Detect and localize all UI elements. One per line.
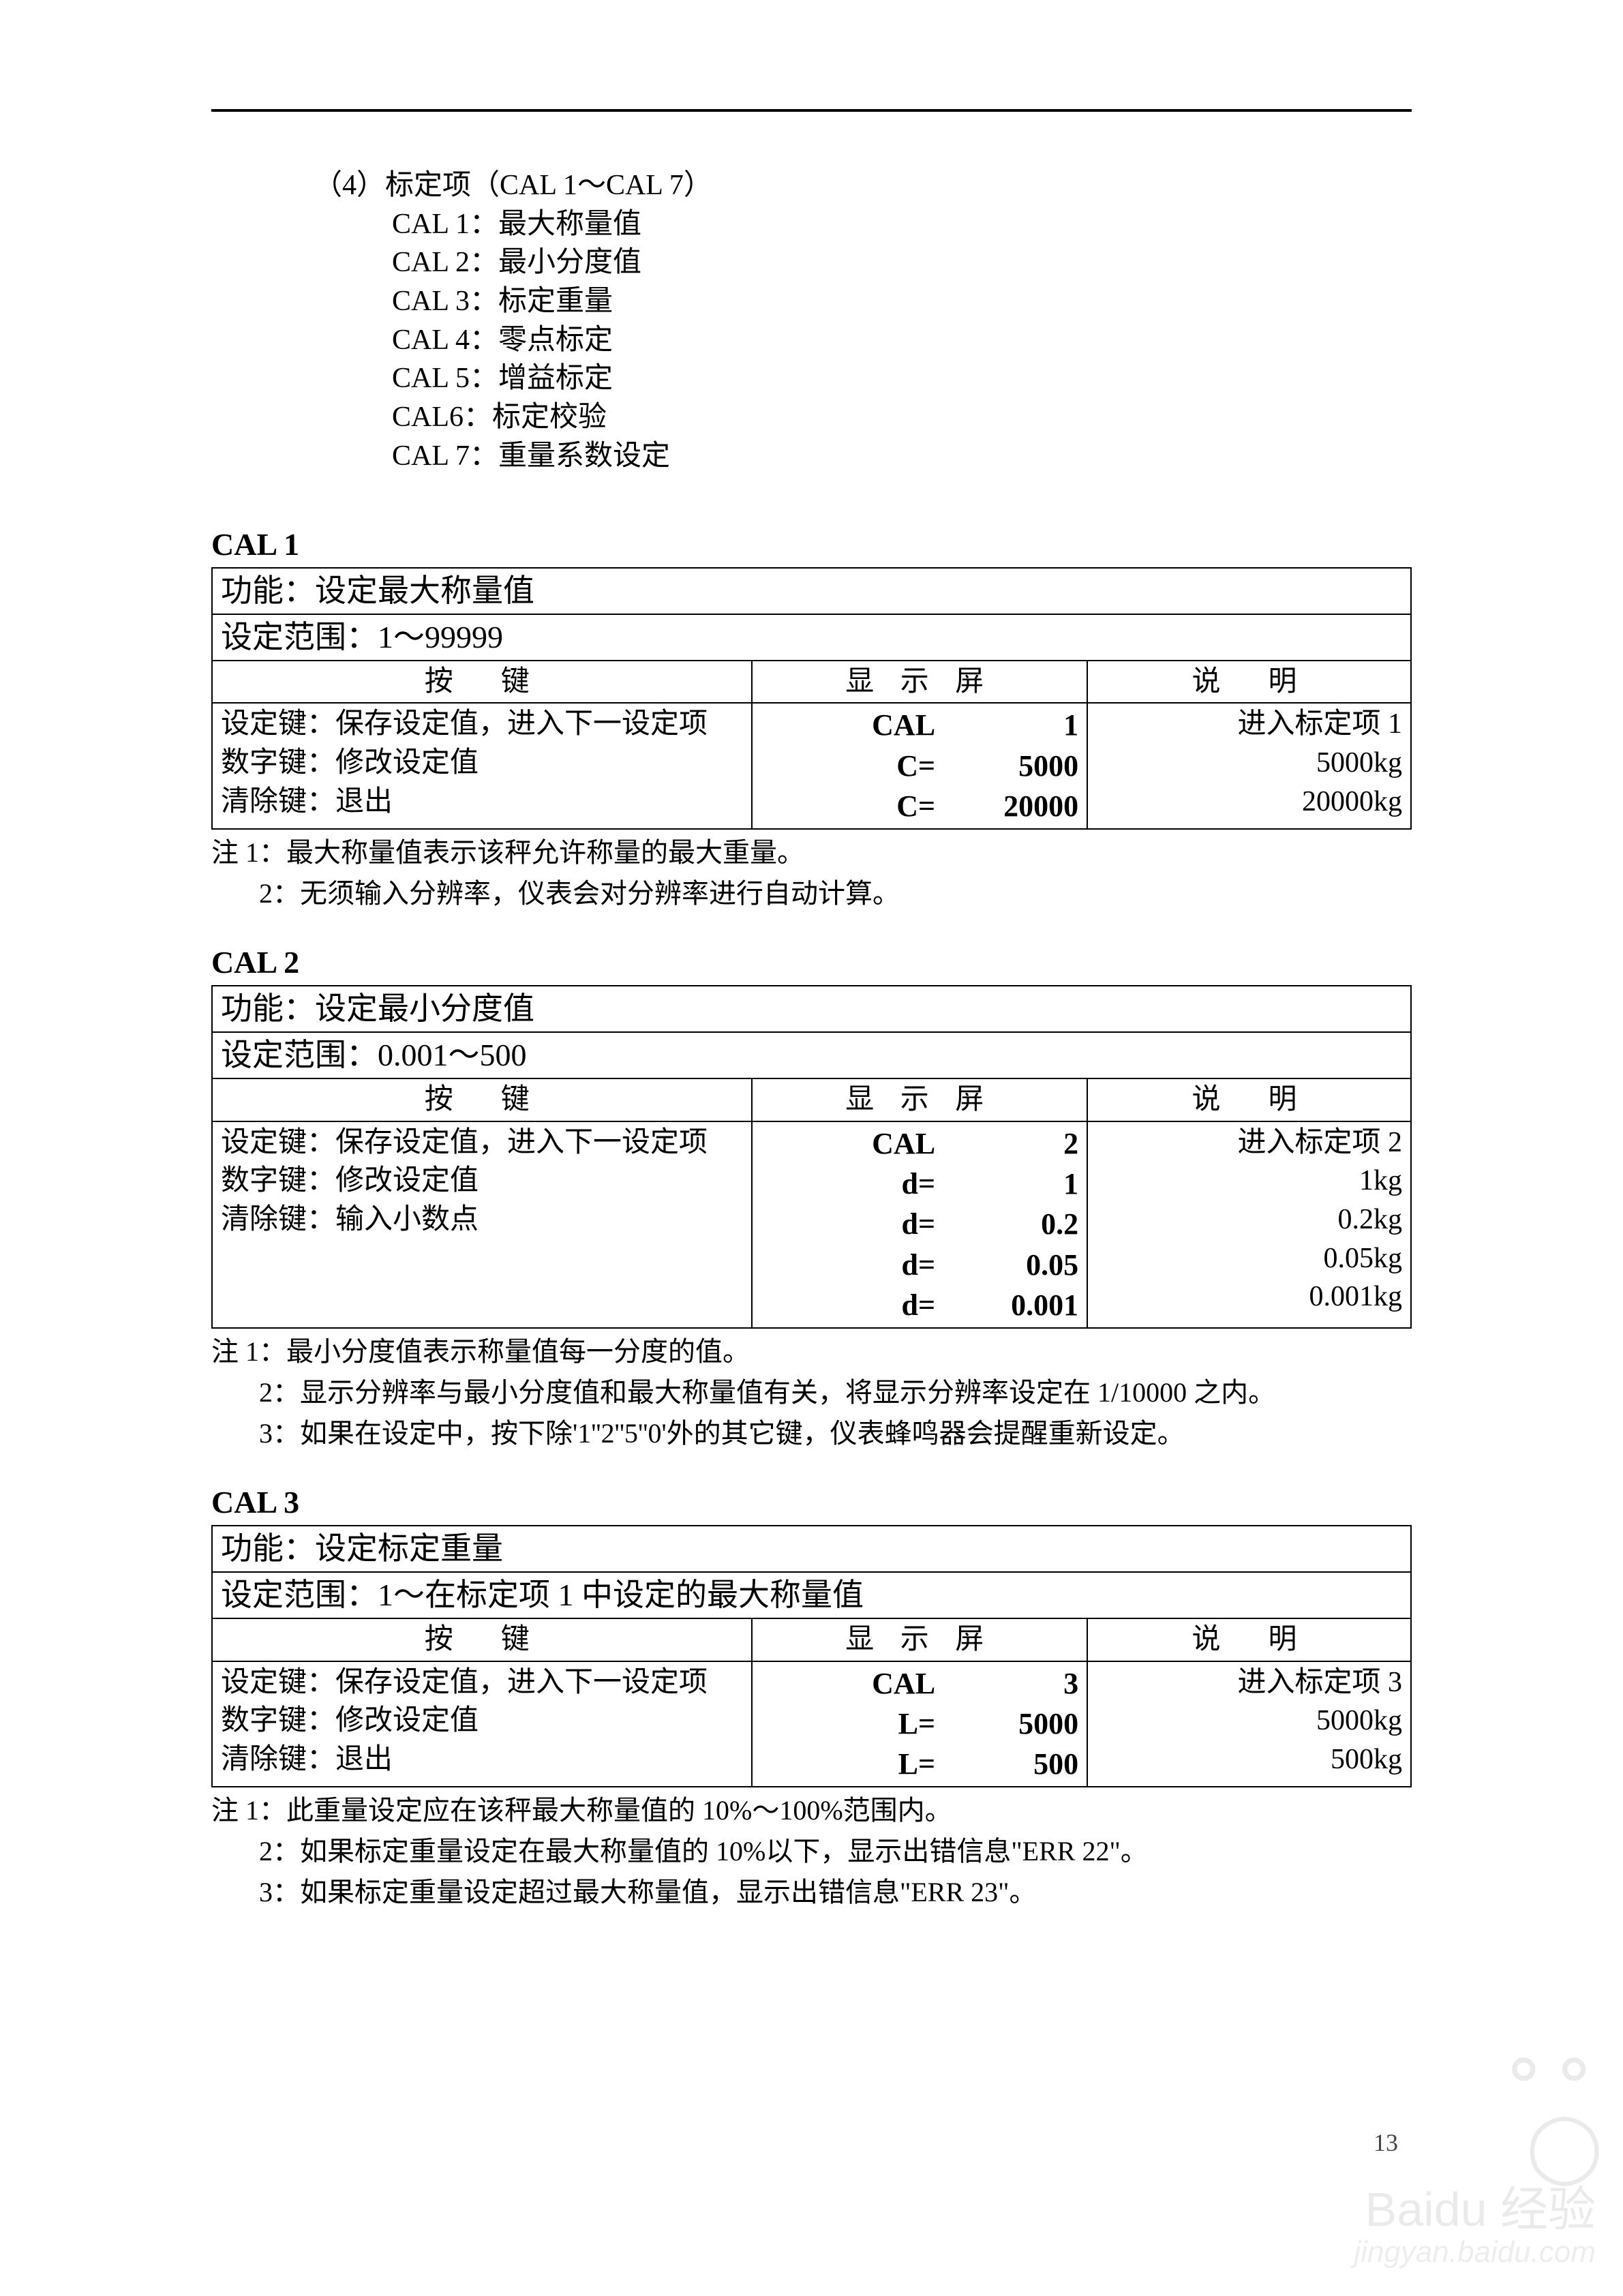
- col-header-display: 显 示 屏: [752, 1078, 1088, 1121]
- watermark-icon: ⚬⚬◯: [1354, 2034, 1596, 2184]
- intro-item: CAL6：标定校验: [392, 398, 1412, 437]
- cal2-notes: 注 1：最小分度值表示称量值每一分度的值。 2：显示分辨率与最小分度值和最大称量…: [211, 1331, 1412, 1454]
- cal1-display: CAL1 C=5000 C=20000: [752, 703, 1088, 828]
- cal2-desc: 进入标定项 2 1kg 0.2kg 0.05kg 0.001kg: [1087, 1121, 1411, 1328]
- disp-r: 5000: [956, 746, 1078, 786]
- disp-r: 3: [956, 1663, 1078, 1704]
- cal2-display: CAL2 d=1 d=0.2 d=0.05 d=0.001: [752, 1121, 1088, 1328]
- disp-l: CAL: [847, 705, 956, 745]
- col-header-display: 显 示 屏: [752, 1618, 1088, 1661]
- col-header-key: 按 键: [212, 661, 752, 704]
- disp-l: CAL: [847, 1123, 956, 1164]
- cal1-func: 功能：设定最大称量值: [212, 568, 1411, 614]
- cal2-keys: 设定键：保存设定值，进入下一设定项 数字键：修改设定值 清除键：输入小数点: [212, 1121, 752, 1328]
- cal1-title: CAL 1: [211, 524, 1412, 566]
- cal3-notes: 注 1：此重量设定应在该秤最大称量值的 10%～100%范围内。 2：如果标定重…: [211, 1790, 1412, 1913]
- desc-line: 5000kg: [1096, 744, 1402, 783]
- desc-line: 1kg: [1096, 1162, 1402, 1200]
- disp-r: 0.001: [956, 1285, 1078, 1325]
- desc-line: 0.001kg: [1096, 1278, 1402, 1316]
- top-rule: [211, 109, 1412, 112]
- col-header-desc: 说 明: [1087, 1078, 1411, 1121]
- disp-r: 20000: [956, 786, 1078, 826]
- disp-l: C=: [847, 746, 956, 786]
- note-line: 注 1：最小分度值表示称量值每一分度的值。: [211, 1331, 1412, 1372]
- col-header-key: 按 键: [212, 1618, 752, 1661]
- watermark: ⚬⚬◯ Baidu 经验 jingyan.baidu.com: [1354, 2034, 1596, 2269]
- intro-list: CAL 1：最大称量值 CAL 2：最小分度值 CAL 3：标定重量 CAL 4…: [392, 205, 1412, 476]
- disp-l: d=: [847, 1204, 956, 1244]
- cal3-range: 设定范围：1～在标定项 1 中设定的最大称量值: [212, 1572, 1411, 1618]
- col-header-desc: 说 明: [1087, 1618, 1411, 1661]
- desc-line: 20000kg: [1096, 783, 1402, 821]
- cal1-notes: 注 1：最大称量值表示该秤允许称量的最大重量。 2：无须输入分辨率，仪表会对分辨…: [211, 832, 1412, 914]
- disp-r: 1: [956, 1164, 1078, 1204]
- col-header-key: 按 键: [212, 1078, 752, 1121]
- disp-l: C=: [847, 786, 956, 826]
- desc-line: 5000kg: [1096, 1702, 1402, 1740]
- key-line: 数字键：修改设定值: [221, 744, 743, 783]
- desc-line: 进入标定项 2: [1096, 1123, 1402, 1162]
- disp-r: 0.05: [956, 1245, 1078, 1285]
- intro-item: CAL 3：标定重量: [392, 282, 1412, 321]
- cal2-range: 设定范围：0.001～500: [212, 1032, 1411, 1078]
- cal3-func: 功能：设定标定重量: [212, 1526, 1411, 1572]
- cal1-range: 设定范围：1～99999: [212, 614, 1411, 661]
- disp-l: d=: [847, 1285, 956, 1325]
- disp-l: L=: [847, 1744, 956, 1784]
- intro-item: CAL 2：最小分度值: [392, 243, 1412, 282]
- intro-heading: （4）标定项（CAL 1～CAL 7）: [314, 166, 1412, 205]
- cal3-keys: 设定键：保存设定值，进入下一设定项 数字键：修改设定值 清除键：退出: [212, 1661, 752, 1787]
- key-line: 清除键：输入小数点: [221, 1200, 743, 1239]
- watermark-main: Baidu 经验: [1354, 2184, 1596, 2236]
- disp-l: d=: [847, 1164, 956, 1204]
- cal3-title: CAL 3: [211, 1481, 1412, 1524]
- col-header-desc: 说 明: [1087, 661, 1411, 704]
- cal1-desc: 进入标定项 1 5000kg 20000kg: [1087, 703, 1411, 828]
- cal2-title: CAL 2: [211, 941, 1412, 984]
- disp-r: 2: [956, 1123, 1078, 1164]
- desc-line: 进入标定项 3: [1096, 1663, 1402, 1702]
- desc-line: 进入标定项 1: [1096, 705, 1402, 744]
- key-line: 设定键：保存设定值，进入下一设定项: [221, 1123, 743, 1162]
- cal3-table: 功能：设定标定重量 设定范围：1～在标定项 1 中设定的最大称量值 按 键 显 …: [211, 1525, 1412, 1787]
- disp-r: 5000: [956, 1704, 1078, 1744]
- disp-r: 1: [956, 705, 1078, 745]
- intro-item: CAL 5：增益标定: [392, 359, 1412, 398]
- key-line: 设定键：保存设定值，进入下一设定项: [221, 705, 743, 744]
- key-line: 清除键：退出: [221, 783, 743, 821]
- intro-item: CAL 4：零点标定: [392, 321, 1412, 360]
- col-header-display: 显 示 屏: [752, 661, 1088, 704]
- disp-l: d=: [847, 1245, 956, 1285]
- disp-r: 0.2: [956, 1204, 1078, 1244]
- note-line: 3：如果标定重量设定超过最大称量值，显示出错信息"ERR 23"。: [211, 1872, 1412, 1913]
- cal1-table: 功能：设定最大称量值 设定范围：1～99999 按 键 显 示 屏 说 明 设定…: [211, 567, 1412, 830]
- cal2-func: 功能：设定最小分度值: [212, 986, 1411, 1032]
- note-line: 2：显示分辨率与最小分度值和最大称量值有关，将显示分辨率设定在 1/10000 …: [211, 1372, 1412, 1413]
- cal2-table: 功能：设定最小分度值 设定范围：0.001～500 按 键 显 示 屏 说 明 …: [211, 985, 1412, 1329]
- desc-line: 0.2kg: [1096, 1200, 1402, 1239]
- key-line: 数字键：修改设定值: [221, 1162, 743, 1200]
- desc-line: 500kg: [1096, 1740, 1402, 1779]
- disp-r: 500: [956, 1744, 1078, 1784]
- key-line: 数字键：修改设定值: [221, 1702, 743, 1740]
- cal1-keys: 设定键：保存设定值，进入下一设定项 数字键：修改设定值 清除键：退出: [212, 703, 752, 828]
- note-line: 2：如果标定重量设定在最大称量值的 10%以下，显示出错信息"ERR 22"。: [211, 1831, 1412, 1872]
- cal3-display: CAL3 L=5000 L=500: [752, 1661, 1088, 1787]
- disp-l: L=: [847, 1704, 956, 1744]
- disp-l: CAL: [847, 1663, 956, 1704]
- note-line: 注 1：此重量设定应在该秤最大称量值的 10%～100%范围内。: [211, 1790, 1412, 1831]
- document-page: （4）标定项（CAL 1～CAL 7） CAL 1：最大称量值 CAL 2：最小…: [0, 0, 1623, 2296]
- note-line: 2：无须输入分辨率，仪表会对分辨率进行自动计算。: [211, 873, 1412, 914]
- desc-line: 0.05kg: [1096, 1239, 1402, 1278]
- key-line: 清除键：退出: [221, 1740, 743, 1779]
- intro-item: CAL 1：最大称量值: [392, 205, 1412, 244]
- note-line: 注 1：最大称量值表示该秤允许称量的最大重量。: [211, 832, 1412, 873]
- intro-block: （4）标定项（CAL 1～CAL 7） CAL 1：最大称量值 CAL 2：最小…: [314, 166, 1412, 476]
- intro-item: CAL 7：重量系数设定: [392, 437, 1412, 476]
- key-line: 设定键：保存设定值，进入下一设定项: [221, 1663, 743, 1702]
- note-line: 3：如果在设定中，按下除'1''2''5''0'外的其它键，仪表蜂鸣器会提醒重新…: [211, 1413, 1412, 1454]
- cal3-desc: 进入标定项 3 5000kg 500kg: [1087, 1661, 1411, 1787]
- watermark-sub: jingyan.baidu.com: [1354, 2236, 1596, 2269]
